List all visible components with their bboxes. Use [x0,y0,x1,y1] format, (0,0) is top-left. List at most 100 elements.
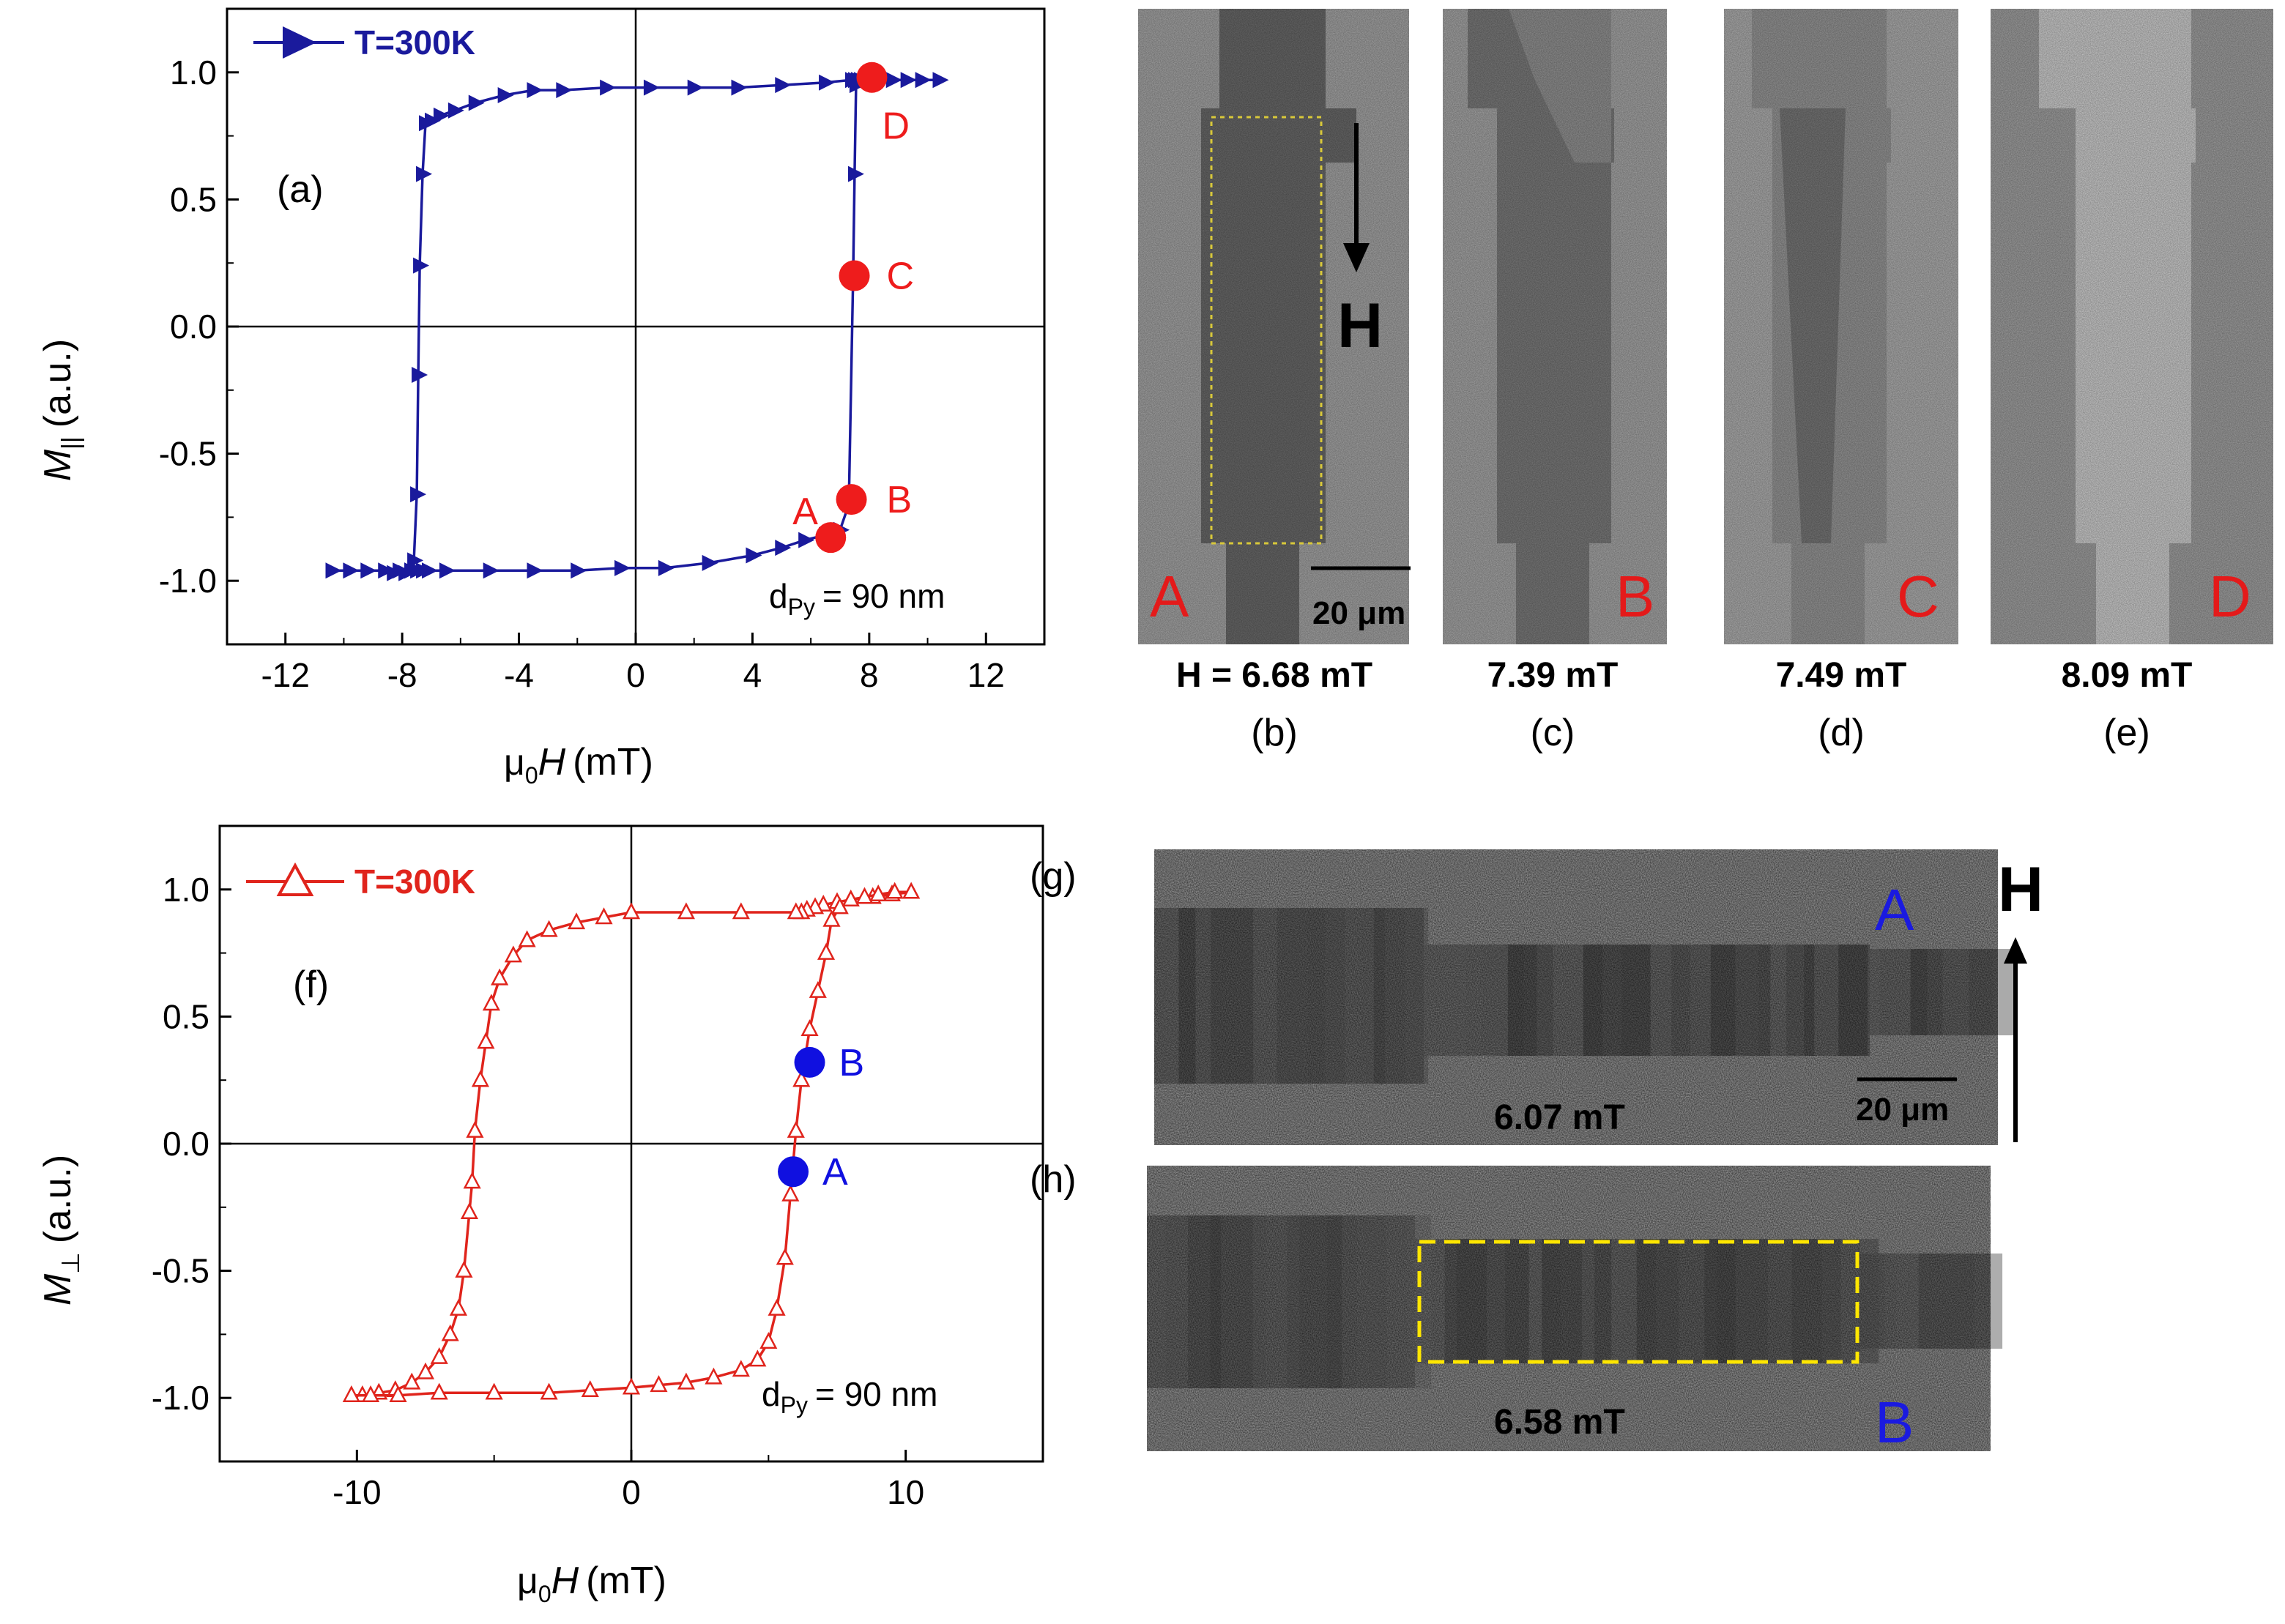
plotF-data-point [491,968,509,986]
plotF-marker-label-b: B [839,1042,865,1084]
plot-f-series [342,882,921,1402]
plotF-data-point [430,1346,448,1364]
image-b-field: H = 6.68 mT [1176,656,1372,695]
plotA-data-point [393,562,409,579]
plotF-data-point [416,1362,435,1379]
image-b-panel-label: (b) [1251,712,1298,754]
plotA-y-tick-label: -1.0 [159,562,217,600]
plotF-data-point [504,945,522,963]
plotA-marker-label-c: C [887,256,915,298]
bottom-image-strip: (g) A 6.07 mT 20 μm H (h) 6.58 mT [1030,849,2043,1455]
plotF-y-tick-label: -0.5 [152,1252,209,1290]
plot-f-markers: AB [778,1042,864,1193]
plotA-x-tick-label: -12 [261,656,309,694]
plotF-y-tick-label: 1.0 [163,871,209,909]
plotF-data-point [482,994,500,1011]
image-b-selection-box [1210,116,1323,545]
plotA-data-point [915,72,932,89]
plotF-marker-a [778,1156,809,1188]
plotF-data-point [869,884,888,901]
plotA-marker-a [815,522,847,554]
plotF-data-point [787,1120,805,1138]
plot-a-markers: A B C D [792,62,915,554]
image-e-letter: D [2209,564,2251,629]
plotF-data-point [748,1349,767,1367]
image-b-letter: A [1150,564,1189,629]
plotF-data-point [787,902,805,920]
plot-a-legend-marker [283,26,316,59]
plotA-data-point [702,554,718,571]
plotA-data-point [413,257,430,274]
plotA-data-point [422,562,439,579]
plotF-data-point [463,1172,481,1189]
plotA-data-point [378,562,395,579]
image-d-field: 7.49 mT [1776,656,1907,695]
image-d: C [1724,9,1958,644]
plotF-data-point [622,902,641,920]
plotA-marker-b [836,484,867,515]
image-b: H 20 μm A [1138,9,1411,644]
plotA-marker-label-a: A [792,491,818,533]
plotA-y-tick-label: 1.0 [170,53,217,92]
plotA-marker-label-b: B [887,479,913,521]
plotA-data-point [483,562,499,579]
plotA-data-point [658,559,675,576]
image-e-field: 8.09 mT [2062,656,2193,695]
plotF-data-point [732,902,750,920]
plotF-data-point [855,887,874,904]
image-c: B [1443,9,1667,644]
image-h-panel-label: (h) [1030,1158,1077,1201]
plotF-data-point [768,1298,786,1316]
plot-f-ticks: -10 0 10 -1.0 -0.5 0.0 0.5 1.0 [152,871,925,1511]
plotF-data-point [759,1332,778,1349]
plotF-data-point [430,1382,448,1400]
image-d-panel-label: (d) [1818,712,1865,754]
plotF-data-point [677,902,696,920]
plotF-data-point [650,1375,668,1393]
plotA-data-point [847,165,864,182]
image-c-letter: B [1616,564,1654,629]
plotA-x-tick-label: 4 [743,656,762,694]
plotF-data-point [781,1184,800,1202]
plotA-x-tick-label: -4 [504,656,534,694]
plotF-x-tick-label: 10 [887,1473,924,1511]
plotA-data-point [527,562,543,579]
plot-a-x-axis-label: μ0H (mT) [504,741,653,789]
image-h-field: 6.58 mT [1494,1403,1625,1442]
plotF-marker-label-a: A [822,1151,848,1193]
image-c-panel-label: (c) [1531,712,1575,754]
plot-f-x-axis-label: μ0H (mT) [517,1560,666,1607]
plot-a-y-axis-label: M||(a.u.) [37,339,85,481]
plotA-data-point [410,486,427,503]
image-c-field: 7.39 mT [1487,656,1619,695]
plotA-data-point [343,562,360,579]
plotF-data-point [477,1032,495,1049]
plotF-x-tick-label: -10 [332,1473,381,1511]
plotA-marker-label-d: D [882,105,910,148]
plot-a-panel-label: (a) [277,168,324,211]
plotF-data-point [460,1202,479,1219]
plotF-data-point [540,1382,558,1400]
plotA-x-tick-label: -8 [387,656,417,694]
plot-f-hysteresis-perpendicular: -10 0 10-1.0-0.50.00.51.0 AB T=300K (f) dP… [37,824,1044,1607]
image-g: A 6.07 mT 20 μm [1154,849,2017,1145]
plotA-data-point [571,562,587,579]
plotF-data-point [841,890,860,906]
plotF-data-point [567,912,586,930]
plotA-data-point [527,82,543,99]
plotA-data-point [614,559,631,576]
image-h: 6.58 mT B [1147,1166,2003,1455]
image-g-field-arrow-head [2004,937,2027,964]
plotA-marker-d [856,62,888,93]
plotF-data-point [361,1385,380,1402]
plotA-data-point [439,562,456,579]
plotF-y-tick-label: -1.0 [152,1379,209,1417]
plotF-data-point [485,1382,503,1400]
image-g-letter: A [1875,877,1914,942]
image-b-field-label: H [1337,291,1383,361]
plotF-y-tick-label: 0.5 [163,997,209,1035]
image-e: D [1991,9,2273,644]
plotA-data-point [687,79,704,96]
plotF-data-point [595,907,613,925]
